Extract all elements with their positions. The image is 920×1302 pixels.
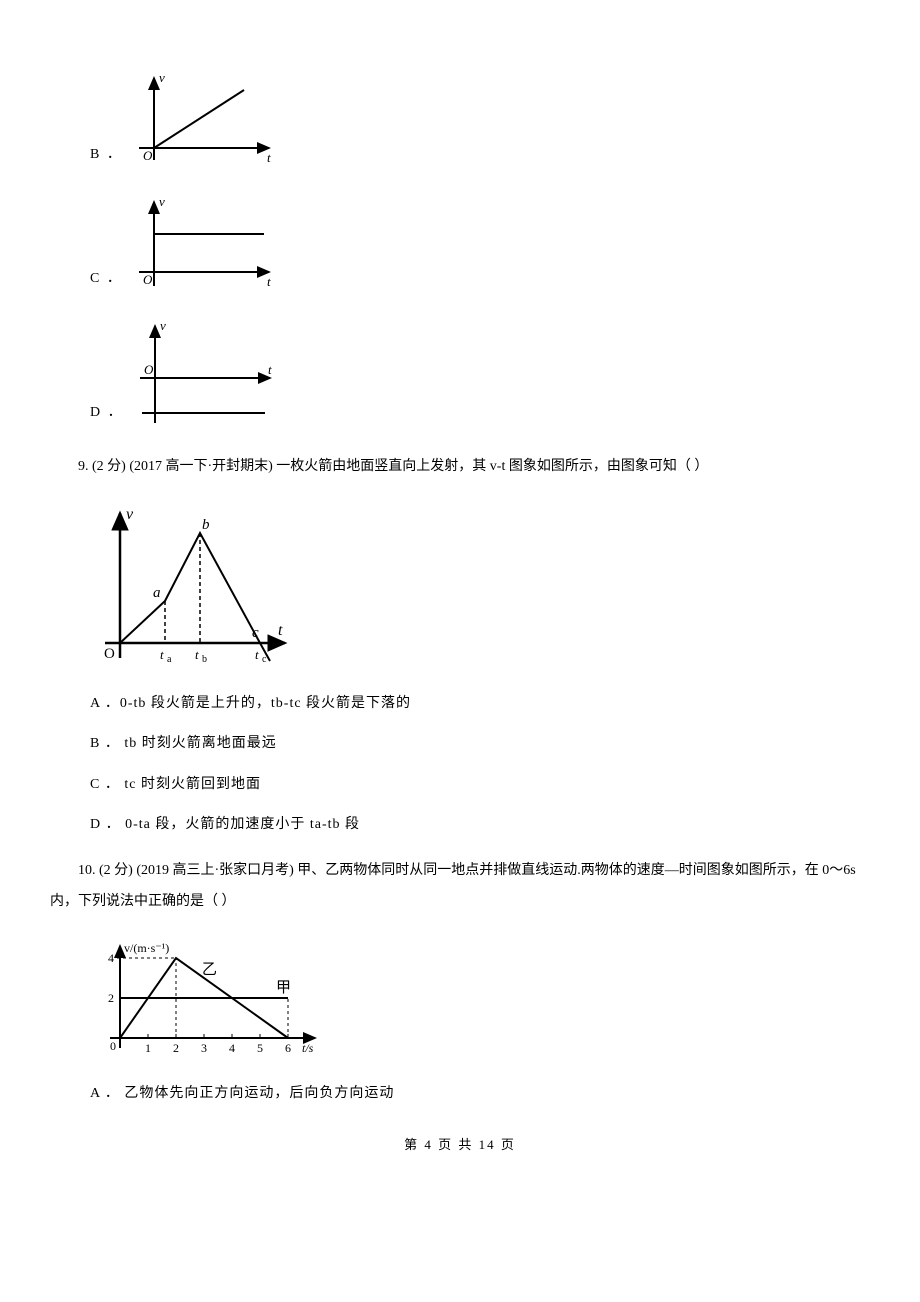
svg-text:O: O: [144, 362, 154, 377]
q10-figure-wrap: v/(m·s⁻¹) t/s 0 2 4 1 2 3 4 5 6: [90, 938, 870, 1063]
svg-text:0: 0: [110, 1039, 116, 1053]
option-b-label: B ．: [90, 144, 123, 166]
svg-text:v: v: [159, 70, 165, 85]
fig-option-d: v t O: [130, 318, 280, 428]
option-c-label: C ．: [90, 268, 123, 290]
q9-opt-d: D ． 0‐ta 段，火箭的加速度小于 ta‐tb 段: [90, 814, 870, 836]
q9-opt-c: C ． tc 时刻火箭回到地面: [90, 774, 870, 796]
svg-text:甲: 甲: [276, 980, 291, 996]
svg-text:2: 2: [108, 991, 114, 1005]
fig-option-c: v t O: [129, 194, 279, 294]
svg-text:b: b: [202, 654, 207, 665]
svg-text:O: O: [104, 646, 115, 662]
svg-text:v/(m·s⁻¹): v/(m·s⁻¹): [124, 941, 169, 955]
option-c-row: C ． v t O: [90, 194, 870, 294]
svg-text:3: 3: [201, 1041, 207, 1055]
svg-text:t: t: [195, 647, 199, 662]
svg-text:t: t: [267, 150, 271, 165]
q10-opt-a: A ． 乙物体先向正方向运动，后向负方向运动: [90, 1083, 870, 1105]
q9-stem: 9. (2 分) (2017 高一下·开封期末) 一枚火箭由地面竖直向上发射，其…: [50, 452, 870, 483]
svg-text:O: O: [143, 148, 153, 163]
svg-text:6: 6: [285, 1041, 291, 1055]
svg-text:c: c: [252, 625, 259, 641]
svg-text:t: t: [267, 274, 271, 289]
option-d-label: D ．: [90, 402, 124, 424]
svg-text:a: a: [167, 654, 172, 665]
svg-text:5: 5: [257, 1041, 263, 1055]
svg-text:O: O: [143, 272, 153, 287]
option-b-row: B ． v t O: [90, 70, 870, 170]
svg-text:4: 4: [229, 1041, 235, 1055]
svg-text:a: a: [153, 585, 161, 601]
svg-text:v: v: [160, 318, 166, 333]
svg-text:t: t: [268, 362, 272, 377]
svg-text:4: 4: [108, 951, 114, 965]
q9-opt-a: A ．0‐tb 段火箭是上升的，tb‐tc 段火箭是下落的: [90, 693, 870, 715]
svg-text:b: b: [202, 517, 210, 533]
q9-figure-wrap: v t O a b c ta tb tc: [90, 503, 870, 673]
svg-text:1: 1: [145, 1041, 151, 1055]
svg-text:t: t: [278, 622, 283, 639]
option-d-row: D ． v t O: [90, 318, 870, 428]
q9-opt-b: B ． tb 时刻火箭离地面最远: [90, 733, 870, 755]
svg-text:t/s: t/s: [302, 1041, 314, 1055]
svg-text:v: v: [126, 506, 134, 523]
svg-text:t: t: [255, 647, 259, 662]
svg-text:乙: 乙: [202, 962, 217, 978]
svg-text:2: 2: [173, 1041, 179, 1055]
q10-stem: 10. (2 分) (2019 高三上·张家口月考) 甲、乙两物体同时从同一地点…: [50, 856, 870, 918]
svg-text:v: v: [159, 194, 165, 209]
fig-option-b: v t O: [129, 70, 279, 170]
svg-text:c: c: [262, 654, 267, 665]
page-footer: 第 4 页 共 14 页: [50, 1135, 870, 1156]
fig-q9: v t O a b c ta tb tc: [90, 503, 290, 673]
fig-q10: v/(m·s⁻¹) t/s 0 2 4 1 2 3 4 5 6: [90, 938, 320, 1063]
svg-text:t: t: [160, 647, 164, 662]
